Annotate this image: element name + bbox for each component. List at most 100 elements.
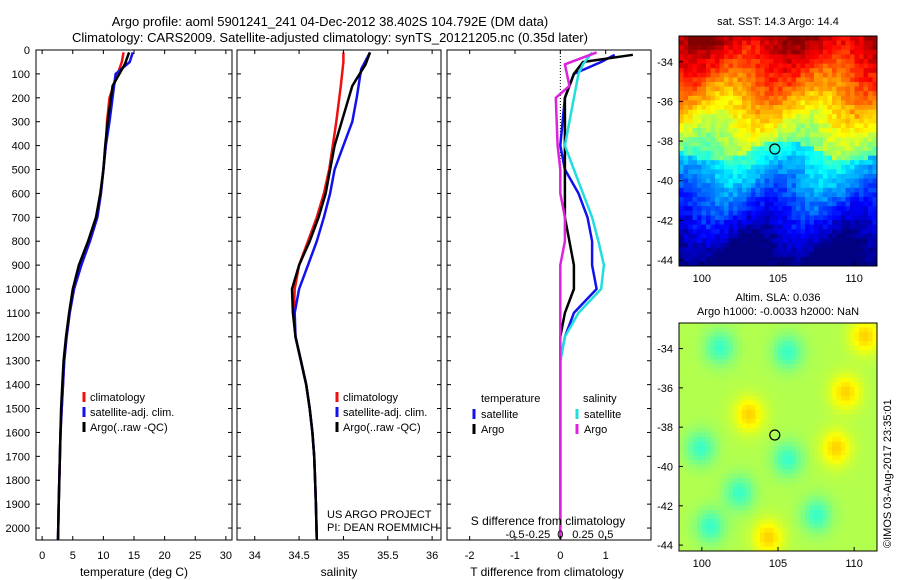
map-cell bbox=[733, 45, 739, 51]
map-cell bbox=[850, 146, 856, 152]
map-cell bbox=[706, 341, 712, 347]
map-cell bbox=[796, 247, 802, 253]
map-cell bbox=[737, 327, 743, 333]
map-cell bbox=[800, 247, 806, 253]
map-cell bbox=[737, 174, 743, 180]
map-cell bbox=[679, 256, 685, 262]
map-cell bbox=[728, 546, 734, 551]
map-cell bbox=[697, 105, 703, 111]
map-cell bbox=[809, 178, 815, 184]
map-cell bbox=[692, 215, 698, 221]
map-cell bbox=[683, 220, 689, 226]
map-cell bbox=[841, 72, 847, 78]
map-cell bbox=[769, 100, 775, 106]
map-cell bbox=[836, 514, 842, 520]
map-cell bbox=[859, 82, 865, 88]
map-cell bbox=[760, 160, 766, 166]
map-cell bbox=[841, 164, 847, 170]
map-cell bbox=[769, 364, 775, 370]
map-cell bbox=[872, 252, 877, 258]
x-tick-label: 30 bbox=[220, 550, 232, 562]
map-cell bbox=[814, 332, 820, 338]
map-cell bbox=[683, 377, 689, 383]
map-cell bbox=[706, 164, 712, 170]
map-cell bbox=[859, 478, 865, 484]
map-cell bbox=[733, 541, 739, 548]
map-cell bbox=[715, 229, 721, 235]
map-cell bbox=[742, 54, 748, 60]
map-cell bbox=[688, 336, 694, 342]
map-cell bbox=[782, 391, 788, 397]
map-cell bbox=[715, 459, 721, 465]
map-cell bbox=[755, 491, 761, 497]
map-cell bbox=[827, 332, 833, 338]
map-cell bbox=[800, 427, 806, 434]
map-cell bbox=[719, 487, 725, 493]
map-cell bbox=[764, 491, 770, 497]
map-cell bbox=[800, 174, 806, 180]
map-cell bbox=[778, 59, 784, 65]
map-cell bbox=[872, 414, 877, 420]
map-cell bbox=[854, 386, 860, 392]
map-cell bbox=[859, 473, 865, 479]
map-cell bbox=[701, 414, 707, 420]
map-cell bbox=[773, 210, 779, 216]
map-cell bbox=[715, 345, 721, 351]
map-cell bbox=[841, 132, 847, 138]
map-cell bbox=[773, 432, 779, 438]
map-cell bbox=[715, 409, 721, 415]
map-cell bbox=[796, 243, 802, 249]
map-cell bbox=[755, 368, 761, 374]
map-cell bbox=[823, 128, 829, 134]
map-cell bbox=[728, 95, 734, 101]
map-cell bbox=[836, 509, 842, 516]
map-cell bbox=[868, 482, 874, 488]
map-cell bbox=[764, 528, 770, 534]
map-cell bbox=[818, 395, 824, 402]
map-cell bbox=[823, 132, 829, 138]
map-cell bbox=[715, 128, 721, 134]
map-cell bbox=[701, 210, 707, 216]
map-cell bbox=[814, 418, 820, 424]
map-cell bbox=[706, 261, 712, 266]
map-cell bbox=[850, 446, 856, 452]
map-cell bbox=[778, 187, 784, 193]
map-cell bbox=[836, 54, 842, 60]
map-cell bbox=[715, 201, 721, 207]
map-cell bbox=[859, 332, 865, 338]
map-cell bbox=[683, 455, 689, 461]
depth-tick-label: 1300 bbox=[6, 356, 30, 368]
map-cell bbox=[679, 455, 685, 461]
map-cell bbox=[868, 377, 874, 383]
map-cell bbox=[728, 105, 734, 111]
map-cell bbox=[854, 491, 860, 497]
map-cell bbox=[809, 414, 815, 420]
map-cell bbox=[854, 418, 860, 424]
map-cell bbox=[742, 206, 748, 212]
map-cell bbox=[818, 256, 824, 262]
map-cell bbox=[814, 155, 820, 161]
depth-tick-label: 1500 bbox=[6, 404, 30, 416]
map-cell bbox=[827, 95, 833, 101]
map-cell bbox=[710, 224, 716, 230]
map-cell bbox=[845, 546, 851, 551]
map-cell bbox=[845, 261, 851, 266]
map-cell bbox=[769, 341, 775, 347]
map-cell bbox=[868, 261, 874, 266]
map-cell bbox=[850, 164, 856, 170]
map-cell bbox=[805, 468, 811, 475]
map-cell bbox=[701, 336, 707, 342]
map-cell bbox=[800, 441, 806, 447]
map-cell bbox=[751, 132, 757, 138]
map-cell bbox=[701, 395, 707, 402]
map-cell bbox=[868, 345, 874, 351]
map-cell bbox=[818, 446, 824, 452]
map-cell bbox=[701, 354, 707, 361]
map-cell bbox=[683, 500, 689, 506]
map-cell bbox=[715, 100, 721, 106]
map-cell bbox=[715, 541, 721, 548]
map-cell bbox=[692, 354, 698, 361]
map-cell bbox=[872, 418, 877, 424]
map-cell bbox=[823, 450, 829, 456]
map-cell bbox=[814, 118, 820, 124]
